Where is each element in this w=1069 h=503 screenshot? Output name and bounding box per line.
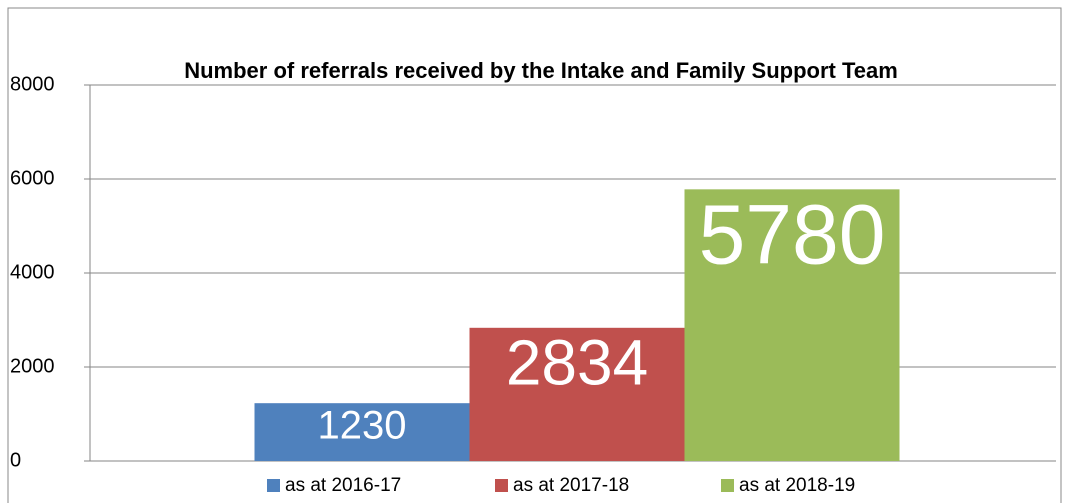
y-tick-label: 8000	[10, 73, 55, 95]
legend-swatch	[721, 479, 734, 492]
y-tick-label: 6000	[10, 167, 55, 189]
bar	[469, 327, 685, 461]
data-label: 2834	[506, 326, 648, 398]
data-label: 5780	[699, 188, 886, 282]
y-tick-label: 2000	[10, 355, 55, 377]
legend-label: as at 2018-19	[739, 475, 855, 496]
bar	[254, 403, 470, 461]
legend-swatch	[267, 479, 280, 492]
legend-label: as at 2017-18	[513, 475, 629, 496]
legend-swatch	[495, 479, 508, 492]
chart-title: Number of referrals received by the Inta…	[184, 58, 898, 83]
y-tick-label: 4000	[10, 261, 55, 283]
y-tick-label: 0	[10, 449, 21, 471]
bar	[684, 189, 900, 461]
data-label: 1230	[318, 404, 407, 448]
legend-label: as at 2016-17	[285, 475, 401, 496]
